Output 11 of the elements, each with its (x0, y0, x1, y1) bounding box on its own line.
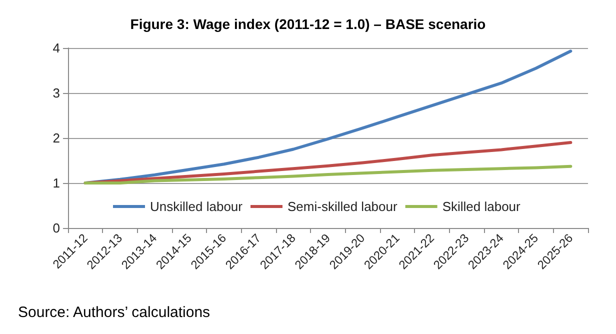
legend-label: Semi-skilled labour (287, 199, 398, 214)
line-series (84, 164, 572, 184)
source-note: Source: Authors’ calculations (18, 304, 210, 321)
y-tick-label: 0 (52, 220, 60, 236)
y-tick-label: 3 (52, 86, 60, 100)
chart-title: Figure 3: Wage index (2011-12 = 1.0) – BASE scenario (130, 16, 486, 32)
legend-label: Unskilled labour (150, 199, 244, 214)
y-tick-label: 4 (52, 40, 60, 56)
y-tick-label: 2 (52, 130, 60, 146)
y-tick-label: 1 (52, 176, 60, 190)
legend-label: Skilled labour (442, 199, 522, 214)
